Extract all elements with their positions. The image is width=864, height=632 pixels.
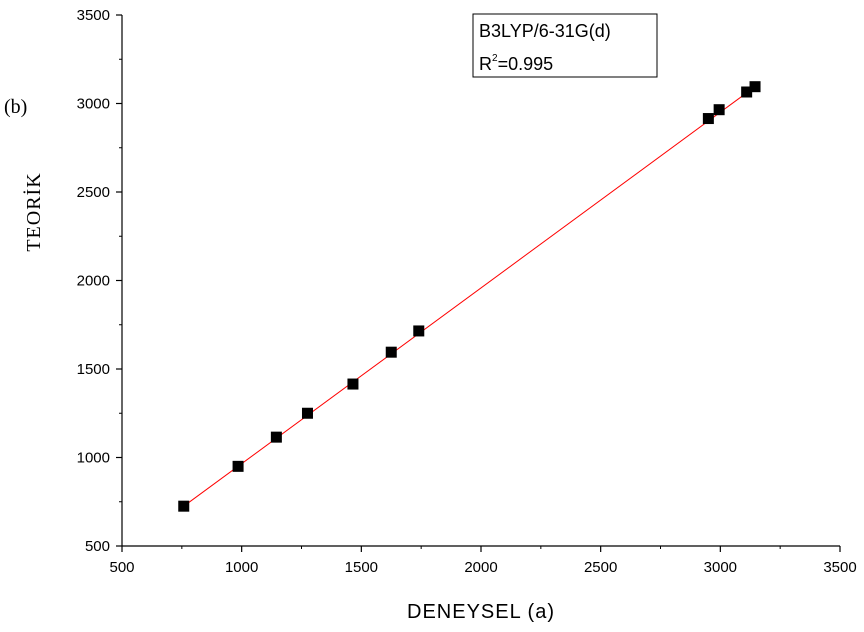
y-tick-label: 3000 <box>77 96 110 113</box>
regression-fit-line <box>183 86 756 507</box>
x-tick-label: 1500 <box>345 559 378 576</box>
legend-r-squared: R2=0.995 <box>479 53 553 74</box>
x-axis-title: DENEYSEL (a) <box>407 601 555 623</box>
y-tick-label: 1000 <box>77 450 110 467</box>
legend-r-prefix: R <box>479 54 492 74</box>
x-tick-label: 500 <box>109 559 134 576</box>
data-point <box>270 431 282 443</box>
data-point <box>347 378 359 390</box>
x-tick-label: 2000 <box>464 559 497 576</box>
legend-r-value: =0.995 <box>498 54 554 74</box>
data-point <box>413 325 425 337</box>
y-tick-label: 2500 <box>77 184 110 201</box>
y-axis-title: TEORİK <box>22 172 45 251</box>
legend-r-sup: 2 <box>492 53 498 64</box>
data-point <box>741 86 753 98</box>
x-tick-label: 3000 <box>704 559 737 576</box>
data-point <box>178 500 190 512</box>
data-point <box>301 407 313 419</box>
x-tick-label: 1000 <box>225 559 258 576</box>
x-tick-label: 2500 <box>584 559 617 576</box>
data-points <box>178 81 761 512</box>
x-axis-ticks: 500 1000 1500 2000 2500 3000 3500 <box>109 546 857 576</box>
data-point <box>385 346 397 358</box>
y-tick-label: 2000 <box>77 273 110 290</box>
legend-box: B3LYP/6-31G(d) R2=0.995 <box>472 13 658 78</box>
y-tick-label: 1500 <box>77 361 110 378</box>
y-axis-ticks: 500 1000 1500 2000 2500 3000 3500 <box>77 7 122 555</box>
data-point <box>702 113 714 125</box>
legend-frame <box>472 13 658 78</box>
panel-label: (b) <box>4 96 27 118</box>
data-point <box>749 81 761 93</box>
data-point <box>713 104 725 116</box>
x-tick-label: 3500 <box>823 559 856 576</box>
y-tick-label: 500 <box>85 538 110 555</box>
y-tick-label: 3500 <box>77 7 110 24</box>
data-point <box>232 460 244 472</box>
legend-method: B3LYP/6-31G(d) <box>479 21 611 41</box>
